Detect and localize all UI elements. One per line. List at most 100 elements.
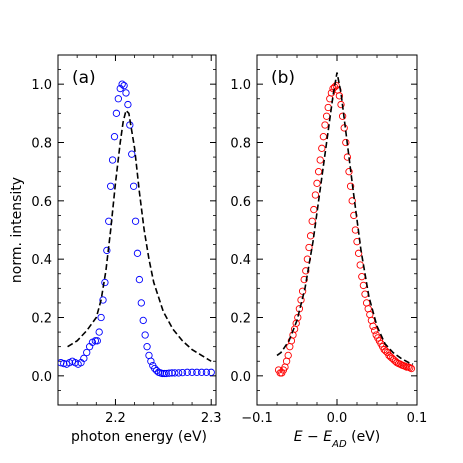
data-point xyxy=(151,364,159,373)
data-point xyxy=(99,296,107,304)
y-tick-label: 0.8 xyxy=(31,137,52,152)
y-tick-label: 0.0 xyxy=(230,370,251,385)
data-point xyxy=(318,144,326,152)
data-point xyxy=(345,168,353,176)
data-point xyxy=(112,109,121,117)
data-point xyxy=(141,331,149,339)
x-axis-label-part: (eV) xyxy=(347,429,381,445)
x-tick-label: 2.2 xyxy=(105,411,126,426)
y-tick-label: 0.6 xyxy=(230,195,251,210)
data-point xyxy=(147,357,155,365)
data-point xyxy=(202,368,211,376)
x-axis-label: photon energy (eV) xyxy=(71,429,207,445)
data-point xyxy=(316,156,324,164)
x-tick-label: 0.1 xyxy=(407,411,428,426)
data-point xyxy=(314,168,323,176)
x-axis-label-part: − xyxy=(303,429,324,445)
data-point xyxy=(128,150,136,158)
data-point xyxy=(340,124,348,132)
data-point xyxy=(354,249,363,257)
data-point xyxy=(370,326,379,335)
axes-frame xyxy=(57,54,217,406)
data-point xyxy=(80,354,88,362)
data-point xyxy=(131,217,140,225)
data-point xyxy=(120,81,128,90)
panel-a: 0.0 0.2 0.4 0.6 0.8 1.0 2.2 2.3 (a) photon energy… xyxy=(9,54,222,445)
data-point xyxy=(302,267,310,275)
y-tick-label: 1.0 xyxy=(230,78,251,93)
data-point xyxy=(306,232,315,240)
x-tick-label: 2.3 xyxy=(201,411,222,426)
data-point xyxy=(174,369,183,377)
data-point xyxy=(406,364,414,372)
y-tick-label: 0.4 xyxy=(31,253,52,268)
data-point xyxy=(165,369,173,377)
data-point xyxy=(91,337,100,345)
data-point xyxy=(407,364,416,373)
x-axis-label-part: E xyxy=(294,429,303,445)
data-point xyxy=(382,347,390,355)
data-point xyxy=(133,249,142,257)
x-tick-label: 0.0 xyxy=(327,411,348,426)
data-point xyxy=(332,81,340,90)
data-point xyxy=(162,369,170,378)
data-point xyxy=(348,197,356,205)
panel-b: 0.00.20.40.60.81.0−0.1 0.0 0.1(b)E − EAD (… xyxy=(230,54,428,450)
y-tick-label: 0.8 xyxy=(230,137,251,152)
data-point xyxy=(284,351,292,360)
data-point xyxy=(183,368,191,376)
data-point xyxy=(335,92,344,100)
data-point xyxy=(83,348,91,357)
data-point xyxy=(310,205,318,214)
data-point xyxy=(321,121,329,129)
x-axis-label: E − EAD (eV) xyxy=(294,429,380,450)
data-point xyxy=(322,112,331,120)
data-point xyxy=(97,313,105,322)
y-tick-label: 0.0 xyxy=(31,370,52,385)
data-point xyxy=(366,310,374,319)
data-point xyxy=(124,100,132,109)
data-point xyxy=(93,337,101,345)
data-point xyxy=(197,368,206,376)
data-point xyxy=(135,275,144,284)
data-point xyxy=(95,328,103,336)
data-point xyxy=(60,359,68,368)
x-axis-label-part: AD xyxy=(331,439,347,450)
data-point xyxy=(118,80,126,88)
x-axis-label-part: E xyxy=(323,429,332,445)
data-point xyxy=(298,287,307,295)
data-point xyxy=(193,368,201,376)
data-point xyxy=(129,182,138,190)
data-point xyxy=(139,316,147,325)
data-point xyxy=(346,182,355,190)
data-point xyxy=(401,362,409,370)
data-point xyxy=(311,191,320,199)
data-point xyxy=(152,366,161,375)
plot-area xyxy=(58,80,215,378)
data-point xyxy=(286,343,294,351)
data-point xyxy=(122,89,130,97)
plot-area xyxy=(274,72,416,377)
data-point xyxy=(171,369,179,377)
data-point xyxy=(108,156,117,164)
fit-curve-dashed-line xyxy=(67,108,212,362)
y-tick-label: 0.4 xyxy=(230,253,251,268)
data-point xyxy=(305,243,313,252)
fit-curve-dashed-line xyxy=(276,72,414,365)
y-tick-label: 0.2 xyxy=(230,312,251,327)
data-point xyxy=(327,89,336,97)
data-point xyxy=(207,368,215,376)
data-point xyxy=(359,281,368,290)
panel-label: (a) xyxy=(72,68,96,88)
data-point xyxy=(338,112,347,120)
data-point xyxy=(343,153,352,161)
data-point xyxy=(342,138,350,147)
data-point xyxy=(188,368,196,376)
y-axis-label: norm. intensity xyxy=(9,177,25,283)
data-point xyxy=(143,343,151,351)
data-point xyxy=(319,133,328,141)
data-point xyxy=(160,369,168,378)
y-tick-label: 1.0 xyxy=(31,78,52,93)
data-point xyxy=(137,299,145,307)
